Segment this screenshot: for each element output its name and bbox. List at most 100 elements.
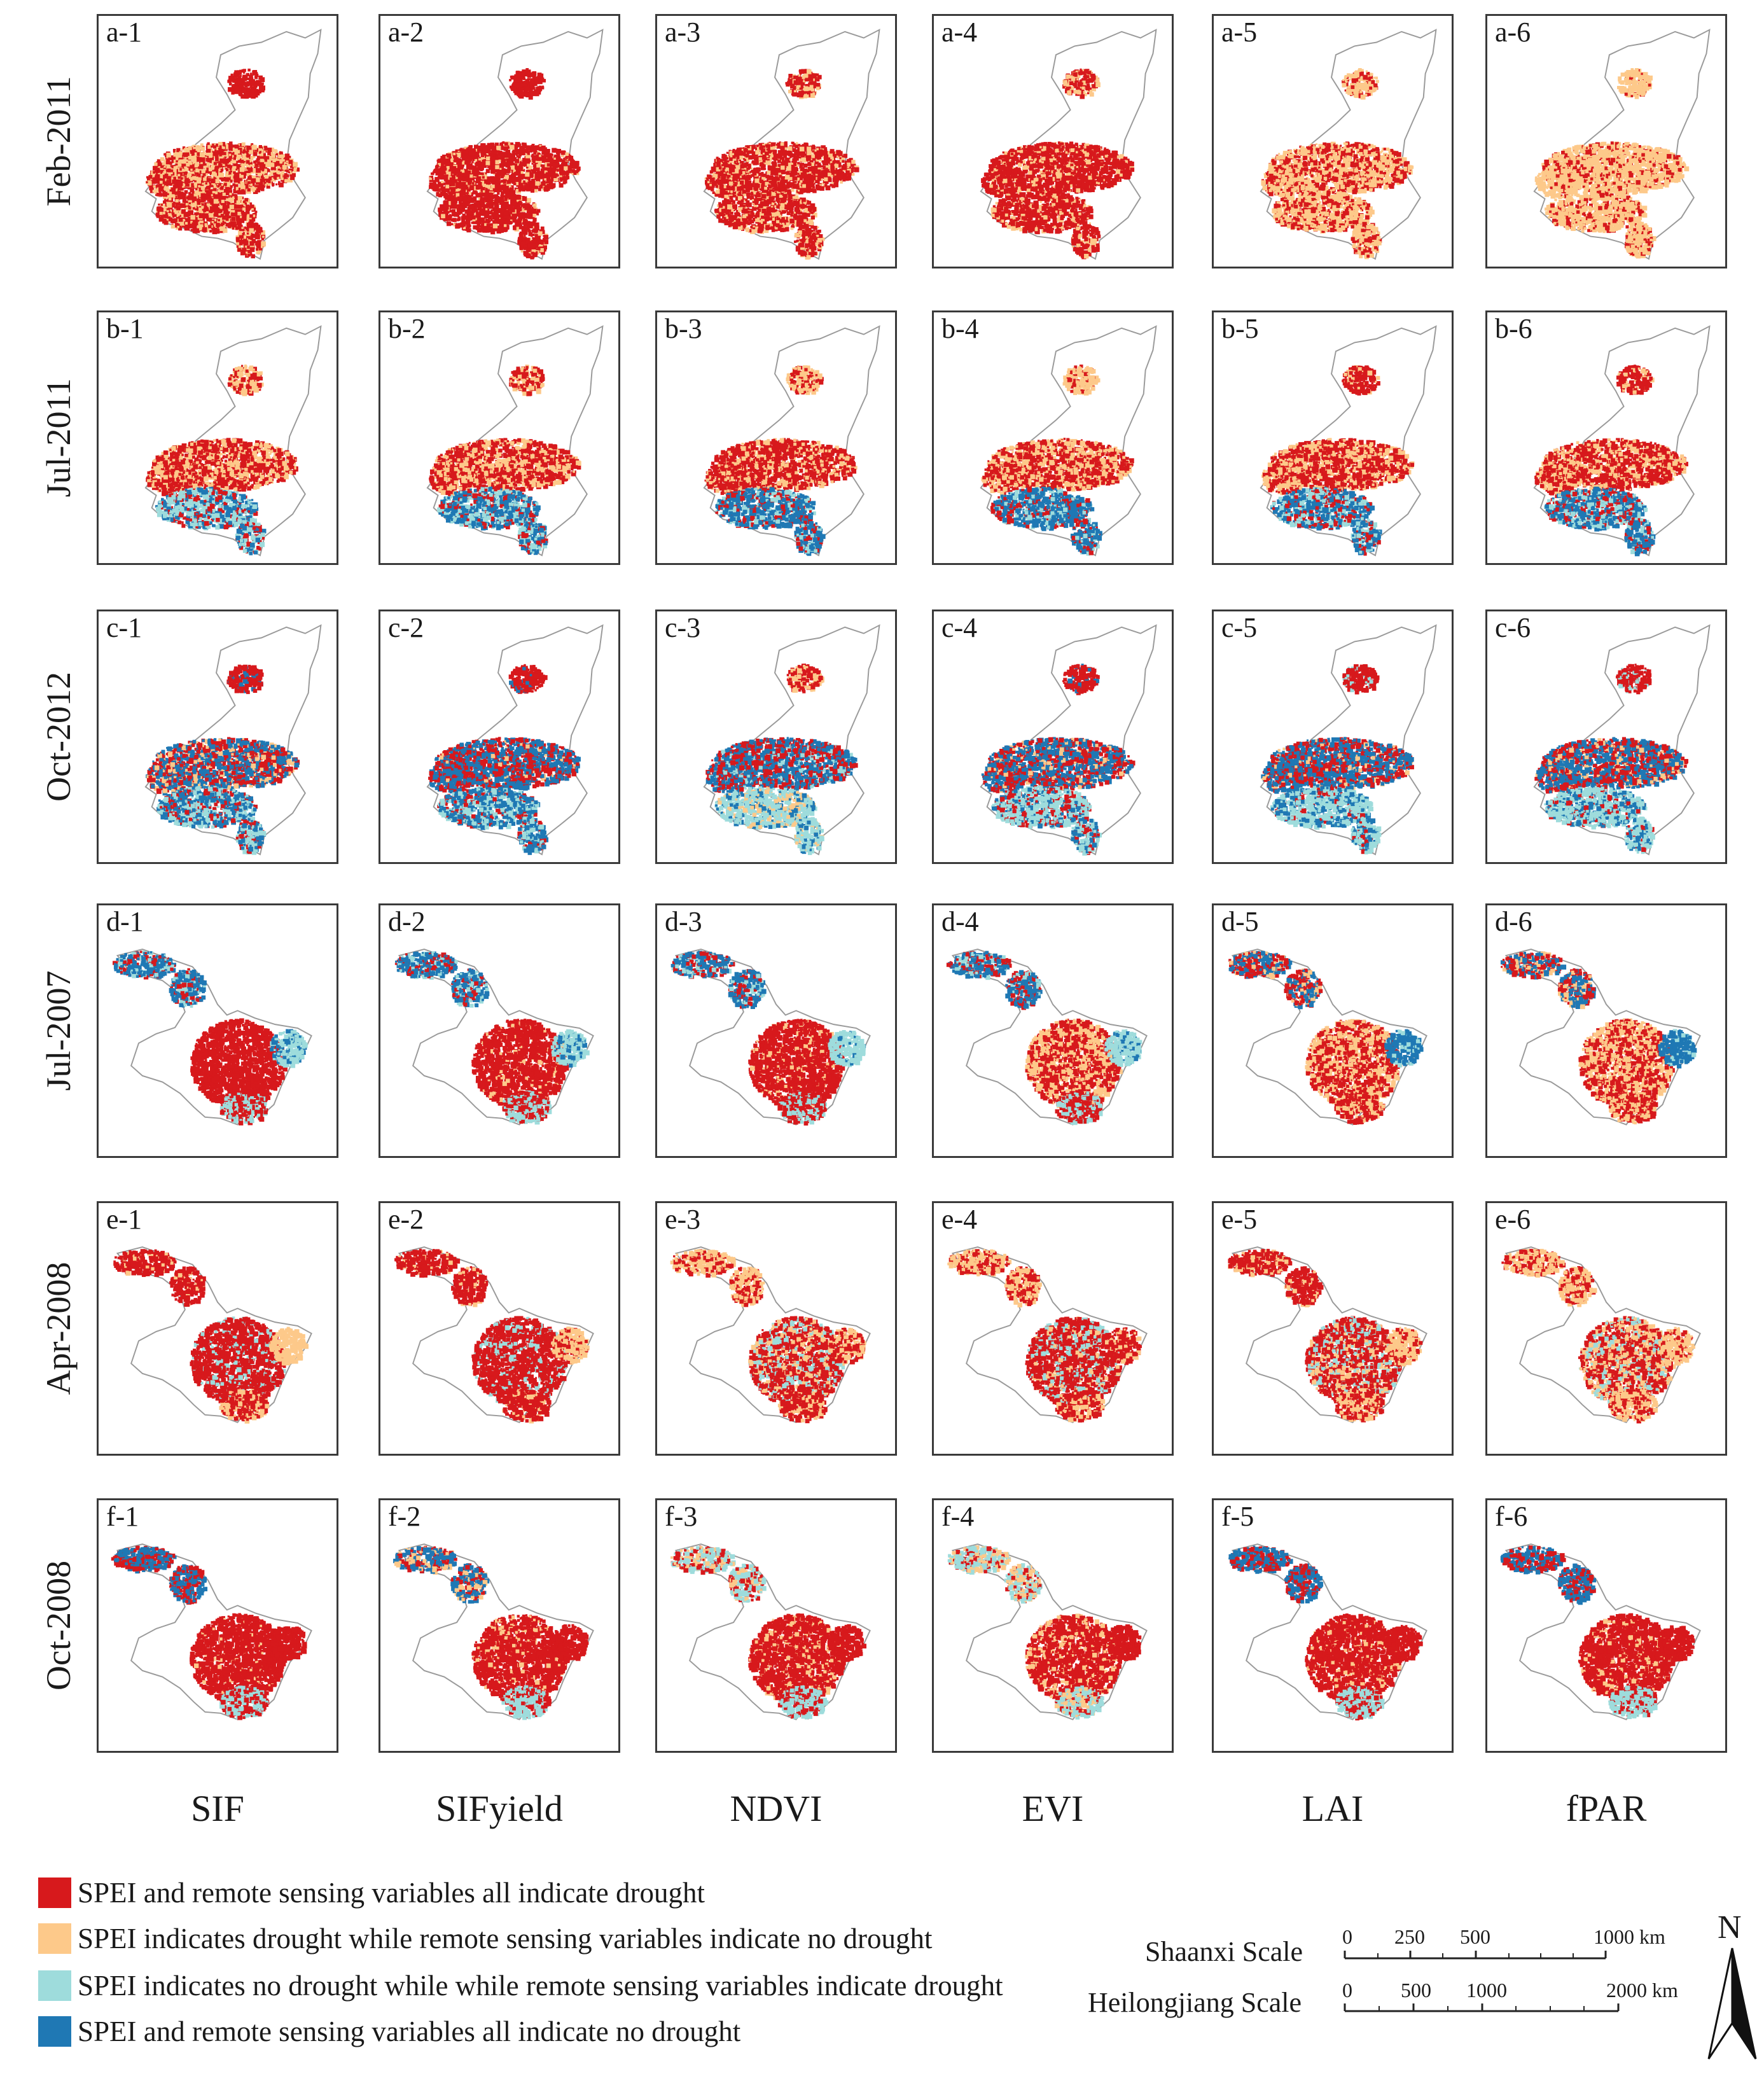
panel-label: f-1 xyxy=(105,1503,140,1531)
map-panel: e-2 xyxy=(378,1201,620,1456)
map-panel: f-2 xyxy=(378,1498,620,1753)
map-panel: d-1 xyxy=(97,903,338,1158)
map-panel: c-6 xyxy=(1485,610,1727,864)
column-label: LAI xyxy=(1212,1787,1454,1831)
panel-label: d-4 xyxy=(940,908,980,936)
panel-label: a-1 xyxy=(105,18,143,46)
north-arrow: N xyxy=(1704,1910,1761,2063)
heilongjiang-map xyxy=(1214,1500,1452,1751)
shaanxi-map xyxy=(1487,312,1725,563)
shaanxi-map xyxy=(380,611,618,862)
heilongjiang-map xyxy=(1487,1203,1725,1454)
legend-label: SPEI and remote sensing variables all in… xyxy=(78,2012,740,2051)
drought-pixels xyxy=(947,951,1142,1125)
heilongjiang-map xyxy=(99,1500,337,1751)
shaanxi-map xyxy=(1214,611,1452,862)
panel-label: d-2 xyxy=(387,908,427,936)
map-panel: e-5 xyxy=(1212,1201,1454,1456)
north-arrow-icon xyxy=(1704,1947,1761,2061)
drought-pixels xyxy=(113,1249,309,1423)
map-grid: Feb-2011 a-1 a-2 a-3 a-4 a-5 a-6 Jul-2011 b-1 b-2… xyxy=(0,0,1764,1845)
scale-tick: 250 xyxy=(1394,1925,1425,1948)
map-panel: a-6 xyxy=(1485,14,1727,268)
shaanxi-scale-label: Shaanxi Scale xyxy=(1145,1934,1303,1970)
shaanxi-map xyxy=(934,611,1172,862)
drought-pixels xyxy=(111,1546,307,1720)
heilongjiang-map xyxy=(380,1500,618,1751)
shaanxi-map xyxy=(1214,16,1452,267)
panel-label: e-1 xyxy=(105,1206,143,1234)
legend-swatch-lightblue xyxy=(38,1970,71,2001)
map-panel: d-4 xyxy=(932,903,1174,1158)
map-panel: a-5 xyxy=(1212,14,1454,268)
map-panel: f-4 xyxy=(932,1498,1174,1753)
row-label: Feb-2011 xyxy=(39,14,78,268)
legend-label: SPEI indicates drought while remote sens… xyxy=(78,1919,932,1958)
map-panel: b-2 xyxy=(378,310,620,565)
heilongjiang-map xyxy=(99,905,337,1156)
heilongjiang-map xyxy=(657,1500,895,1751)
panel-label: f-2 xyxy=(387,1503,422,1531)
north-label: N xyxy=(1718,1910,1742,1946)
panel-label: b-5 xyxy=(1220,315,1260,343)
panel-label: d-1 xyxy=(105,908,145,936)
shaanxi-map xyxy=(99,16,337,267)
shaanxi-map xyxy=(99,611,337,862)
map-panel: b-5 xyxy=(1212,310,1454,565)
map-panel: c-4 xyxy=(932,610,1174,864)
panel-label: e-3 xyxy=(663,1206,702,1234)
scale-tick: 500 xyxy=(1460,1925,1490,1948)
scale-tick: 500 xyxy=(1401,1979,1431,2002)
heilongjiang-map xyxy=(1214,905,1452,1156)
heilongjiang-map xyxy=(380,905,618,1156)
scale-tick: 0 xyxy=(1342,1925,1352,1948)
legend-swatch-orange xyxy=(38,1923,71,1954)
row-label: Oct-2012 xyxy=(39,610,78,864)
map-panel: b-4 xyxy=(932,310,1174,565)
drought-pixels xyxy=(1501,1249,1695,1423)
panel-label: c-4 xyxy=(940,614,978,642)
map-panel: a-1 xyxy=(97,14,338,268)
row-label: Apr-2008 xyxy=(39,1201,78,1456)
map-panel: c-2 xyxy=(378,610,620,864)
panel-label: c-3 xyxy=(663,614,702,642)
panel-label: e-2 xyxy=(387,1206,425,1234)
legend-label: SPEI and remote sensing variables all in… xyxy=(78,1874,705,1912)
map-panel: b-3 xyxy=(655,310,897,565)
drought-pixels xyxy=(671,951,866,1125)
shaanxi-map xyxy=(657,611,895,862)
drought-pixels xyxy=(1501,951,1697,1124)
panel-label: c-5 xyxy=(1220,614,1258,642)
shaanxi-scale-bar xyxy=(1342,1948,1609,1962)
map-panel: d-2 xyxy=(378,903,620,1158)
panel-label: f-5 xyxy=(1220,1503,1255,1531)
panel-label: a-4 xyxy=(940,18,978,46)
panel-label: c-2 xyxy=(387,614,425,642)
drought-pixels xyxy=(113,951,308,1125)
scale-bars: Shaanxi Scale 0 250 500 1000 km Heilongj… xyxy=(1081,1909,1764,2076)
column-label: SIFyield xyxy=(378,1787,620,1831)
shaanxi-map xyxy=(657,312,895,563)
map-panel: c-3 xyxy=(655,610,897,864)
column-label: EVI xyxy=(932,1787,1174,1831)
map-panel: a-2 xyxy=(378,14,620,268)
map-panel: f-1 xyxy=(97,1498,338,1753)
map-panel: e-1 xyxy=(97,1201,338,1456)
panel-label: b-2 xyxy=(387,315,427,343)
scale-tick: 1000 km xyxy=(1594,1925,1665,1948)
map-panel: d-3 xyxy=(655,903,897,1158)
shaanxi-map xyxy=(1487,611,1725,862)
heilongjiang-scale-label: Heilongjiang Scale xyxy=(1088,1985,1302,2021)
map-panel: f-5 xyxy=(1212,1498,1454,1753)
shaanxi-map xyxy=(380,16,618,267)
scale-tick: 1000 xyxy=(1466,1979,1507,2002)
row-label: Jul-2011 xyxy=(39,310,78,565)
panel-label: d-6 xyxy=(1494,908,1534,936)
shaanxi-map xyxy=(934,16,1172,267)
map-panel: d-5 xyxy=(1212,903,1454,1158)
panel-label: f-4 xyxy=(940,1503,975,1531)
shaanxi-map xyxy=(657,16,895,267)
panel-label: e-4 xyxy=(940,1206,978,1234)
map-panel: f-3 xyxy=(655,1498,897,1753)
panel-label: b-4 xyxy=(940,315,980,343)
